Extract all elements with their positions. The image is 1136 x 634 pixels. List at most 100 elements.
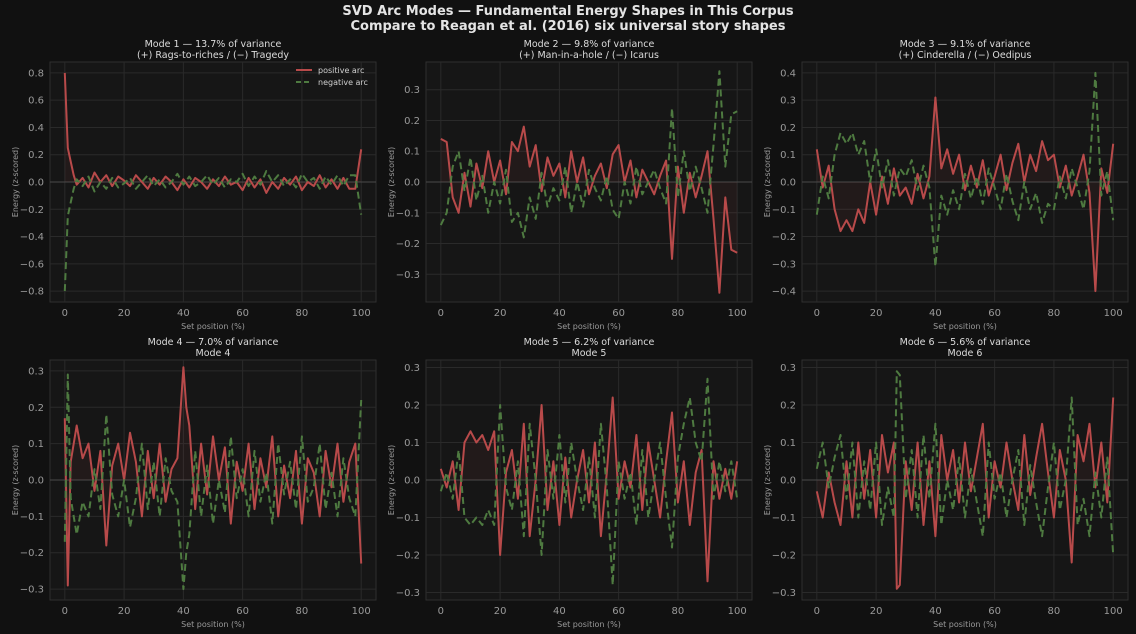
x-tick-label: 20	[494, 606, 507, 617]
x-tick-label: 80	[296, 606, 309, 617]
y-tick-label: 0.1	[404, 438, 420, 449]
panel-title-line-1: Mode 4 — 7.0% of variance	[148, 337, 279, 348]
x-tick-label: 80	[1048, 308, 1061, 319]
x-tick-label: 20	[118, 308, 131, 319]
panel-title-line-2: (+) Cinderella / (−) Oedipus	[899, 50, 1032, 61]
y-tick-label: −0.4	[20, 232, 44, 243]
x-tick-label: 0	[438, 606, 444, 617]
x-tick-label: 60	[612, 308, 625, 319]
negative-arc-line	[439, 377, 739, 586]
positive-arc-fill	[440, 397, 738, 582]
negative-arc-line	[815, 71, 1115, 268]
x-tick-label: 80	[672, 606, 685, 617]
x-tick-label: 40	[177, 308, 190, 319]
y-tick-label: 0.3	[780, 363, 796, 374]
x-tick-label: 0	[814, 308, 820, 319]
x-tick-label: 100	[728, 606, 747, 617]
x-axis-label: Set position (%)	[181, 322, 245, 331]
x-tick-label: 80	[672, 308, 685, 319]
panel-title-line-2: Mode 4	[196, 348, 231, 359]
positive-arc-fill	[440, 126, 738, 293]
positive-arc-line	[63, 72, 363, 194]
y-tick-label: 0.2	[404, 401, 420, 412]
x-tick-label: 40	[929, 606, 942, 617]
panel-title-line-2: Mode 6	[948, 348, 983, 359]
x-tick-label: 0	[62, 308, 68, 319]
legend: positive arc negative arc	[296, 66, 368, 87]
panel-title-line-2: (+) Man-in-a-hole / (−) Icarus	[519, 50, 659, 61]
x-tick-label: 100	[1104, 308, 1123, 319]
figure-title: SVD Arc Modes — Fundamental Energy Shape…	[0, 4, 1136, 34]
y-tick-label: −0.2	[772, 551, 796, 562]
y-tick-label: 0.3	[780, 96, 796, 107]
x-tick-label: 60	[988, 606, 1001, 617]
y-tick-label: 0.0	[404, 178, 420, 189]
x-tick-label: 80	[296, 308, 309, 319]
y-tick-label: 0.1	[28, 439, 44, 450]
y-tick-label: −0.8	[20, 287, 44, 298]
negative-arc-line	[815, 370, 1115, 556]
x-axis-label: Set position (%)	[933, 322, 997, 331]
negative-arc-line	[63, 170, 363, 292]
y-tick-label: −0.3	[396, 270, 420, 281]
panel-title-line-1: Mode 2 — 9.8% of variance	[524, 39, 655, 50]
y-tick-label: −0.2	[772, 232, 796, 243]
positive-arc-line	[440, 125, 738, 294]
y-tick-label: 0.4	[28, 123, 44, 134]
x-tick-label: 0	[62, 606, 68, 617]
figure-title-line-2: Compare to Reagan et al. (2016) six univ…	[350, 19, 786, 34]
y-tick-label: 0.0	[28, 178, 44, 189]
panel-title-line-1: Mode 1 — 13.7% of variance	[145, 39, 282, 50]
x-tick-label: 60	[988, 308, 1001, 319]
y-tick-label: −0.1	[772, 513, 796, 524]
y-tick-label: −0.3	[20, 585, 44, 596]
panel-title-line-2: Mode 5	[572, 348, 607, 359]
y-axis-label: Energy (z-scored)	[11, 147, 20, 217]
x-tick-label: 60	[612, 606, 625, 617]
y-tick-label: −0.3	[396, 588, 420, 599]
y-tick-label: 0.4	[780, 68, 796, 79]
y-tick-label: 0.0	[28, 476, 44, 487]
positive-arc-line	[63, 366, 363, 587]
x-tick-label: 20	[118, 606, 131, 617]
panel-mode-2: Mode 2 — 9.8% of variance(+) Man-in-a-ho…	[387, 39, 753, 331]
x-tick-label: 40	[929, 308, 942, 319]
legend-positive-label: positive arc	[318, 66, 364, 75]
y-tick-label: −0.6	[20, 259, 44, 270]
panel-mode-3: Mode 3 — 9.1% of variance(+) Cinderella …	[763, 39, 1129, 331]
x-tick-label: 80	[1048, 606, 1061, 617]
positive-arc-fill	[816, 97, 1114, 292]
y-tick-label: −0.2	[20, 205, 44, 216]
x-tick-label: 40	[553, 606, 566, 617]
y-tick-label: −0.1	[396, 208, 420, 219]
x-tick-label: 100	[352, 308, 371, 319]
positive-arc-line	[815, 397, 1115, 590]
y-tick-label: −0.2	[396, 239, 420, 250]
x-axis-label: Set position (%)	[181, 620, 245, 629]
y-axis-label: Energy (z-scored)	[763, 147, 772, 217]
y-tick-label: −0.1	[396, 513, 420, 524]
y-tick-label: 0.2	[28, 150, 44, 161]
x-tick-label: 100	[1104, 606, 1123, 617]
x-tick-label: 0	[814, 606, 820, 617]
y-tick-label: −0.1	[772, 205, 796, 216]
x-axis-label: Set position (%)	[933, 620, 997, 629]
y-tick-label: −0.4	[772, 287, 796, 298]
panel-title-line-1: Mode 5 — 6.2% of variance	[524, 337, 655, 348]
figure-title-line-1: SVD Arc Modes — Fundamental Energy Shape…	[342, 4, 794, 19]
y-tick-label: 0.2	[404, 116, 420, 127]
y-tick-label: −0.3	[772, 259, 796, 270]
y-tick-label: 0.2	[780, 401, 796, 412]
y-tick-label: 0.6	[28, 96, 44, 107]
y-tick-label: 0.3	[28, 366, 44, 377]
y-tick-label: 0.0	[780, 476, 796, 487]
y-axis-label: Energy (z-scored)	[11, 445, 20, 515]
y-tick-label: 0.2	[780, 123, 796, 134]
y-tick-label: 0.1	[404, 147, 420, 158]
x-tick-label: 20	[870, 606, 883, 617]
x-tick-label: 20	[494, 308, 507, 319]
